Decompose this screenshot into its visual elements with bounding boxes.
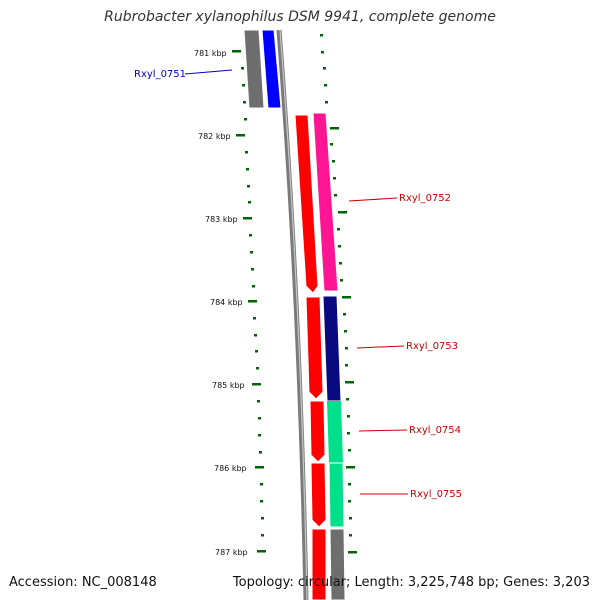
right-ruler [320, 34, 357, 554]
neighbor-gene-top[interactable] [243, 29, 265, 109]
genome-backbone [276, 29, 309, 600]
gene-label-rxyl-0753[interactable]: Rxyl_0753 [406, 341, 458, 352]
map-title: Rubrobacter xylanophilus DSM 9941, compl… [104, 9, 496, 25]
gene-label-rxyl-0751[interactable]: Rxyl_0751 [134, 69, 186, 80]
gene-rxyl-0754[interactable] [327, 401, 343, 463]
leader-rxyl-0751 [184, 69, 233, 75]
tick-label-784: 784 kbp [210, 298, 243, 307]
gene-label-rxyl-0755[interactable]: Rxyl_0755 [410, 489, 462, 500]
tick-label-782: 782 kbp [198, 132, 231, 141]
left-ruler [232, 50, 266, 553]
neighbor-gene-bottom[interactable] [329, 528, 346, 600]
gene-label-rxyl-0754[interactable]: Rxyl_0754 [409, 425, 461, 436]
leader-rxyl-0754 [358, 429, 408, 432]
cds-arrow-0755[interactable] [310, 462, 327, 528]
gene-rxyl-0755[interactable] [328, 462, 345, 528]
gene-label-rxyl-0752[interactable]: Rxyl_0752 [399, 193, 451, 204]
leader-rxyl-0753 [356, 345, 405, 349]
tick-label-785: 785 kbp [212, 381, 245, 390]
cds-arrow-bottom[interactable] [311, 528, 327, 600]
tick-label-783: 783 kbp [205, 215, 238, 224]
topology-text: Topology: circular; Length: 3,225,748 bp… [232, 575, 590, 590]
leader-rxyl-0752 [348, 197, 398, 202]
gene-rxyl-0751[interactable] [261, 29, 282, 109]
tick-label-781: 781 kbp [194, 49, 227, 58]
tick-label-786: 786 kbp [214, 464, 247, 473]
cds-arrow-0753[interactable] [305, 296, 324, 400]
cds-arrow-0754[interactable] [309, 400, 326, 463]
gene-rxyl-0753[interactable] [322, 295, 342, 402]
accession-text: Accession: NC_008148 [9, 575, 157, 590]
genome-backbone-highlight [279, 29, 308, 600]
cds-arrow-0752[interactable] [294, 114, 319, 294]
tick-label-787: 787 kbp [215, 548, 248, 557]
gene-rxyl-0752[interactable] [312, 112, 339, 292]
